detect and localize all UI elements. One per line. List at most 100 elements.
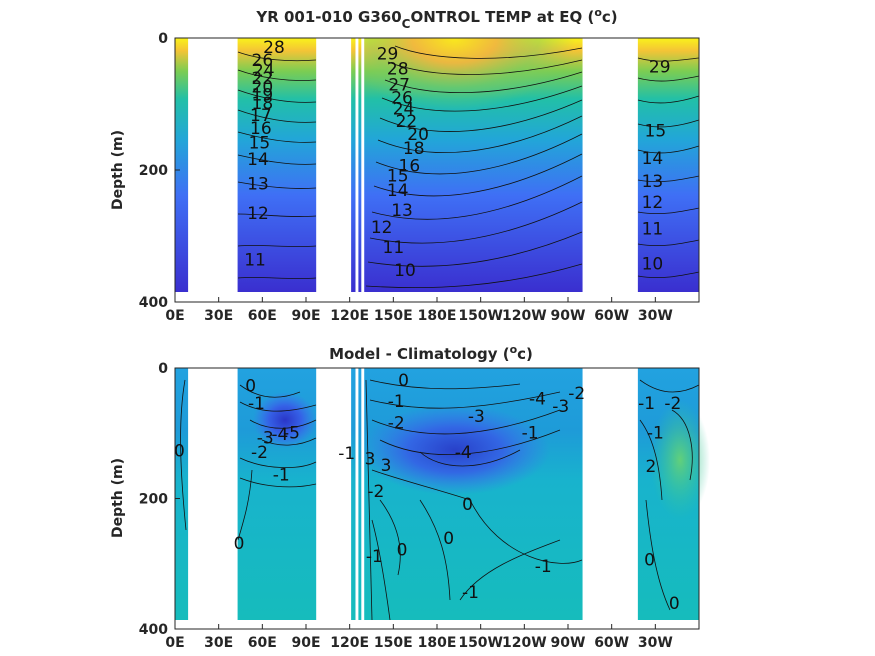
contour-label: 22 xyxy=(396,112,418,132)
contour-label: -3 xyxy=(257,428,274,448)
contour-label: 14 xyxy=(247,150,269,170)
land-gap-0 xyxy=(188,368,238,629)
contour-label: 0 xyxy=(443,529,454,549)
contour-labels: 2826242220191817161514131211292827262422… xyxy=(244,38,670,281)
contour-label: -2 xyxy=(251,443,268,463)
contour-label: 10 xyxy=(394,261,416,281)
contour-label: 11 xyxy=(244,250,266,270)
contour-label: 12 xyxy=(247,204,269,224)
contour-label: 15 xyxy=(387,167,409,187)
contour-label: 0 xyxy=(644,550,655,570)
y-tick-label: 0 xyxy=(158,361,168,377)
contour-label: -1 xyxy=(338,444,355,464)
x-tick-label: 120E xyxy=(330,308,369,324)
contour-label: -2 xyxy=(664,394,681,414)
contour-label: 26 xyxy=(391,89,413,109)
x-tick-label: 60E xyxy=(248,635,277,651)
contour-label: 0 xyxy=(397,541,408,561)
y-tick-label: 200 xyxy=(139,163,168,179)
contour-label: 15 xyxy=(249,134,271,154)
x-tick-label: 60W xyxy=(594,635,629,651)
contour-label: 0 xyxy=(398,371,409,391)
contour-label: 12 xyxy=(371,218,393,238)
contour-label: 24 xyxy=(393,99,415,119)
y-tick-label: 200 xyxy=(139,492,168,508)
model-minus-climatology-panel: 0-1-3-4-5-2-100-1 30-1-23-3-4-1-4 -3-2-20-… xyxy=(110,343,710,651)
land-gap-2 xyxy=(355,368,359,629)
chart-title: Model - Climatology (oc) xyxy=(329,343,533,363)
contour-label: 18 xyxy=(403,139,425,159)
x-tick-label: 120W xyxy=(502,308,547,324)
land-gap-2 xyxy=(355,38,359,302)
y-axis-label: Depth (m) xyxy=(110,130,126,210)
contour-label: -3 xyxy=(552,397,569,417)
x-tick-label: 30E xyxy=(204,635,233,651)
warm-pool-shading xyxy=(362,38,582,168)
contour-label: 22 xyxy=(252,69,274,89)
contour-label: 16 xyxy=(399,157,421,177)
contour-label: 0 xyxy=(174,442,185,462)
contour-label: -1 xyxy=(638,394,655,414)
x-tick-label: 90W xyxy=(551,635,586,651)
contour-label: 0 xyxy=(669,594,680,614)
contour-label: 28 xyxy=(263,38,285,58)
land-gap-0 xyxy=(188,38,238,302)
contour-label: 17 xyxy=(250,106,272,126)
contour-label: 13 xyxy=(247,175,269,195)
x-tick-label: 150E xyxy=(374,308,413,324)
contour-label: 14 xyxy=(642,149,664,169)
contour-label: 12 xyxy=(642,193,664,213)
x-tick-label: 180E xyxy=(418,308,457,324)
contour-label: -1 xyxy=(522,423,539,443)
x-tick-label: 30W xyxy=(638,635,673,651)
contour-label: 3 xyxy=(381,456,392,476)
contour-label: -5 xyxy=(283,423,300,443)
contour-label: 14 xyxy=(387,181,409,201)
x-tick-label: 150W xyxy=(458,635,503,651)
contour-label: 0 xyxy=(462,495,473,515)
contour-label: 29 xyxy=(377,45,399,65)
contour-label: 15 xyxy=(645,122,667,142)
land-gap-4 xyxy=(582,38,638,302)
contour-label: 3 xyxy=(365,449,376,469)
land-gap-3 xyxy=(361,38,365,302)
warm-anomaly-east xyxy=(650,400,710,520)
contour-label: 28 xyxy=(387,60,409,80)
contour-label: -2 xyxy=(388,413,405,433)
contour-label: -2 xyxy=(367,482,384,502)
land-gap-1 xyxy=(316,368,352,629)
contour-label: -3 xyxy=(468,407,485,427)
contour-label: 10 xyxy=(642,254,664,274)
contour-label: 26 xyxy=(252,51,274,71)
contour-label: 0 xyxy=(245,376,256,396)
x-tick-label: 90E xyxy=(291,635,320,651)
contour-label: 27 xyxy=(388,76,410,96)
contour-label: 11 xyxy=(642,219,664,239)
y-axis-label: Depth (m) xyxy=(110,458,126,538)
contour-label: -1 xyxy=(462,583,479,603)
contour-label: 20 xyxy=(252,78,274,98)
x-tick-label: 30W xyxy=(638,308,673,324)
x-tick-label: 150W xyxy=(458,308,503,324)
contour-label: 16 xyxy=(250,119,272,139)
y-axis-ticks: 0 200 400 xyxy=(139,361,180,638)
x-tick-label: 60E xyxy=(248,308,277,324)
x-tick-label: 180E xyxy=(418,635,457,651)
x-tick-label: 0E xyxy=(165,635,184,651)
contour-label: -1 xyxy=(535,557,552,577)
x-tick-label: 120W xyxy=(502,635,547,651)
contour-label: -1 xyxy=(366,547,383,567)
contour-label: -2 xyxy=(568,384,585,404)
chart-title: YR 001-010 G360CONTROL TEMP at EQ (oc) xyxy=(255,6,617,31)
land-gap-3 xyxy=(361,368,365,629)
temperature-panel: 2826242220191817161514131211292827262422… xyxy=(110,6,700,324)
contour-label: -1 xyxy=(647,423,664,443)
contour-label: -4 xyxy=(529,389,546,409)
contour-label: -1 xyxy=(273,466,290,486)
contour-label: 20 xyxy=(407,125,429,145)
contour-label: 19 xyxy=(252,85,274,105)
contour-label: 13 xyxy=(391,201,413,221)
land-gaps xyxy=(175,38,699,302)
